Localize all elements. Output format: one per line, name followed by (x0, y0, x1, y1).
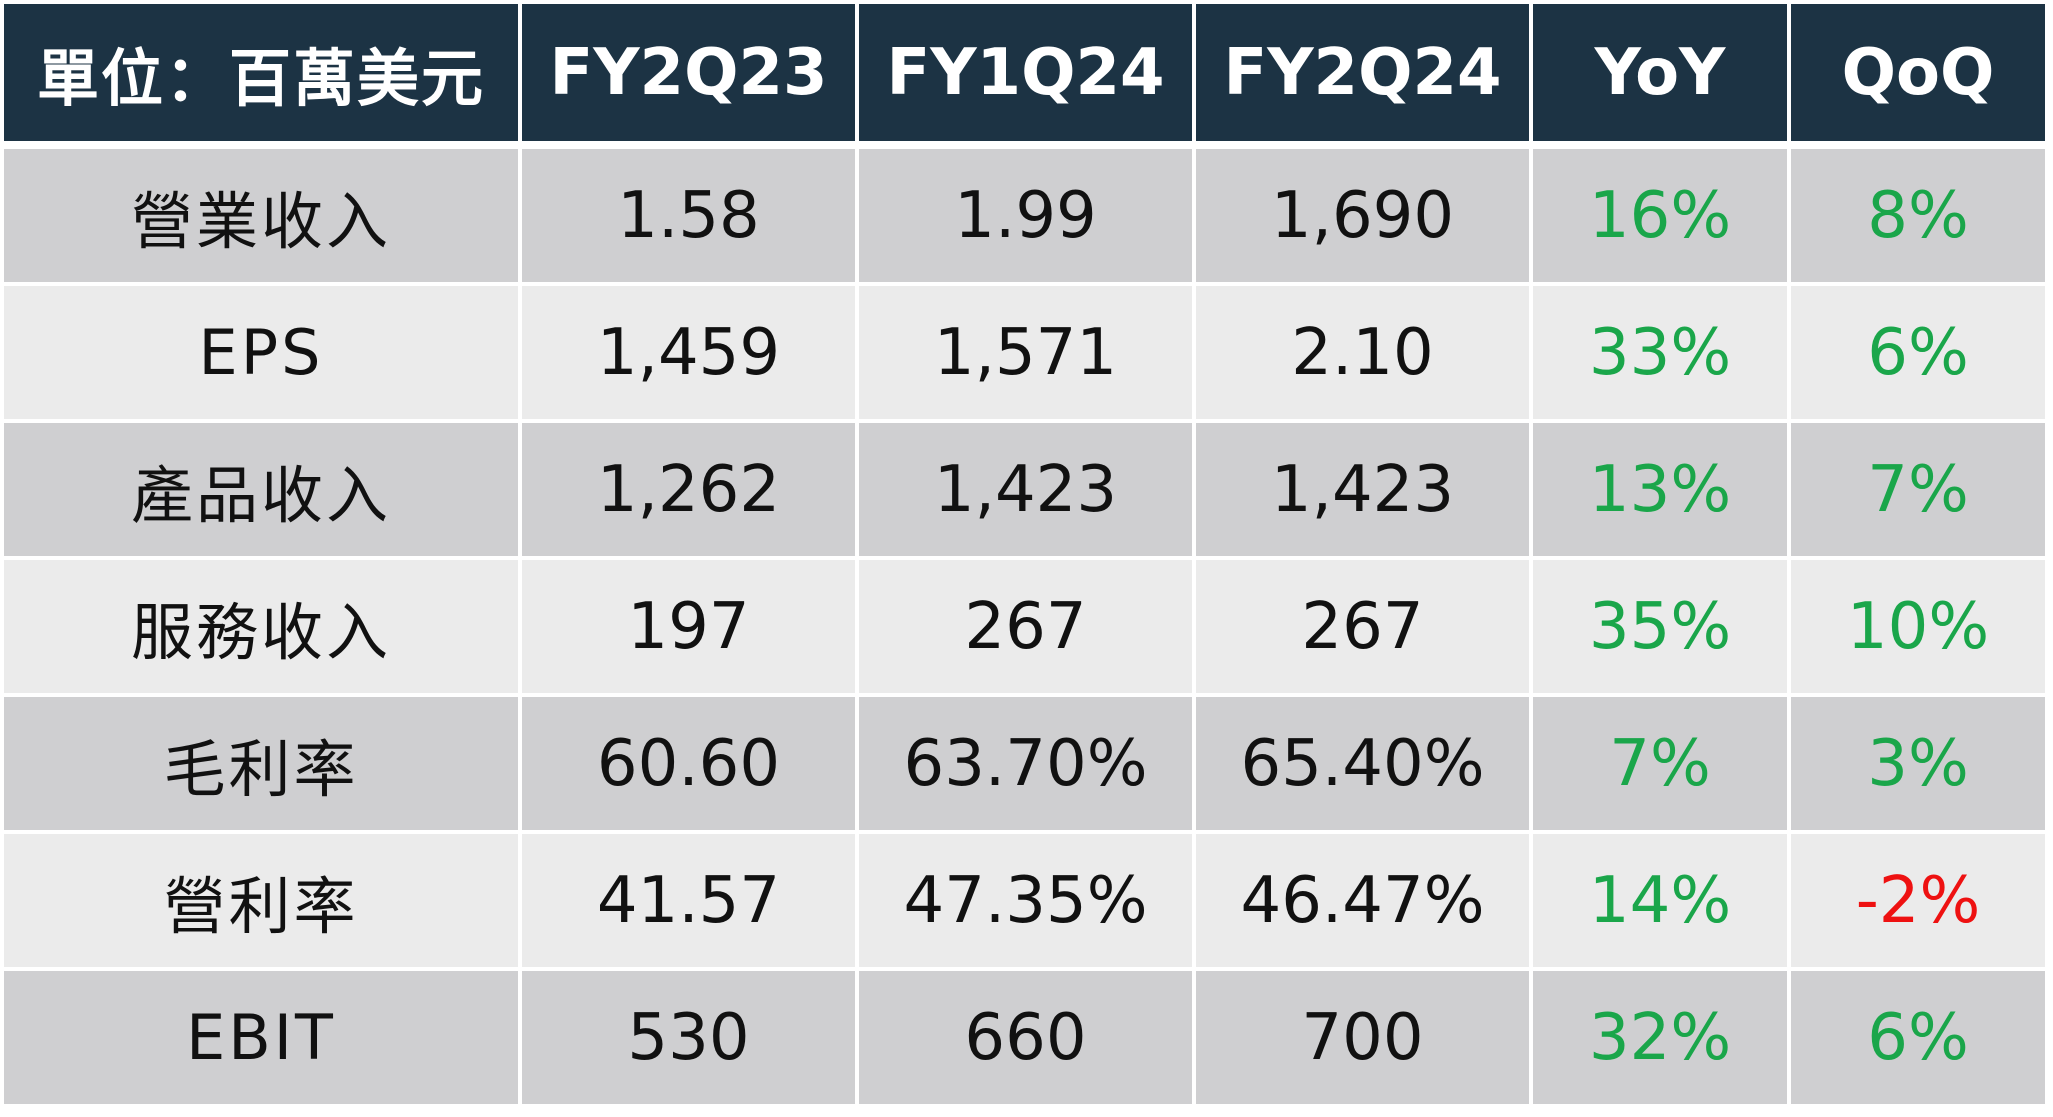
cell-fy2q24: 1,690 (1196, 149, 1529, 282)
cell-qoq: 10% (1791, 560, 2045, 693)
cell-fy2q24: 267 (1196, 560, 1529, 693)
table-row: 營利率 41.57 47.35% 46.47% 14% -2% (4, 834, 2045, 967)
row-label: 營業收入 (4, 149, 518, 282)
cell-fy1q24: 63.70% (859, 697, 1192, 830)
row-label: 服務收入 (4, 560, 518, 693)
row-label: EBIT (4, 971, 518, 1104)
cell-fy2q23: 530 (522, 971, 855, 1104)
cell-fy2q23: 60.60 (522, 697, 855, 830)
cell-yoy: 16% (1533, 149, 1787, 282)
cell-fy2q24: 65.40% (1196, 697, 1529, 830)
cell-qoq: 6% (1791, 286, 2045, 419)
cell-fy2q23: 1.58 (522, 149, 855, 282)
cell-fy1q24: 1.99 (859, 149, 1192, 282)
row-label: EPS (4, 286, 518, 419)
row-label: 產品收入 (4, 423, 518, 556)
cell-fy2q24: 700 (1196, 971, 1529, 1104)
cell-yoy: 7% (1533, 697, 1787, 830)
cell-fy2q23: 1,262 (522, 423, 855, 556)
header-unit: 單位：百萬美元 (4, 4, 518, 141)
cell-fy2q24: 2.10 (1196, 286, 1529, 419)
cell-fy1q24: 1,571 (859, 286, 1192, 419)
cell-fy1q24: 267 (859, 560, 1192, 693)
header-yoy: YoY (1533, 4, 1787, 141)
cell-yoy: 35% (1533, 560, 1787, 693)
cell-yoy: 14% (1533, 834, 1787, 967)
header-fy2q24: FY2Q24 (1196, 4, 1529, 141)
cell-fy2q24: 46.47% (1196, 834, 1529, 967)
cell-qoq: 7% (1791, 423, 2045, 556)
cell-qoq: 6% (1791, 971, 2045, 1104)
table-row: 服務收入 197 267 267 35% 10% (4, 560, 2045, 693)
cell-fy1q24: 47.35% (859, 834, 1192, 967)
cell-fy2q23: 1,459 (522, 286, 855, 419)
cell-fy2q23: 41.57 (522, 834, 855, 967)
cell-qoq: 3% (1791, 697, 2045, 830)
header-qoq: QoQ (1791, 4, 2045, 141)
table-row: EPS 1,459 1,571 2.10 33% 6% (4, 286, 2045, 419)
header-row: 單位：百萬美元 FY2Q23 FY1Q24 FY2Q24 YoY QoQ (4, 4, 2045, 141)
header-fy2q23: FY2Q23 (522, 4, 855, 141)
cell-yoy: 32% (1533, 971, 1787, 1104)
table-row: 產品收入 1,262 1,423 1,423 13% 7% (4, 423, 2045, 556)
cell-fy1q24: 660 (859, 971, 1192, 1104)
row-label: 毛利率 (4, 697, 518, 830)
cell-fy1q24: 1,423 (859, 423, 1192, 556)
row-label: 營利率 (4, 834, 518, 967)
cell-qoq: 8% (1791, 149, 2045, 282)
table-row: 營業收入 1.58 1.99 1,690 16% 8% (4, 149, 2045, 282)
header-fy1q24: FY1Q24 (859, 4, 1192, 141)
cell-fy2q23: 197 (522, 560, 855, 693)
cell-yoy: 13% (1533, 423, 1787, 556)
table-row: 毛利率 60.60 63.70% 65.40% 7% 3% (4, 697, 2045, 830)
cell-yoy: 33% (1533, 286, 1787, 419)
cell-qoq: -2% (1791, 834, 2045, 967)
cell-fy2q24: 1,423 (1196, 423, 1529, 556)
table-row: EBIT 530 660 700 32% 6% (4, 971, 2045, 1104)
